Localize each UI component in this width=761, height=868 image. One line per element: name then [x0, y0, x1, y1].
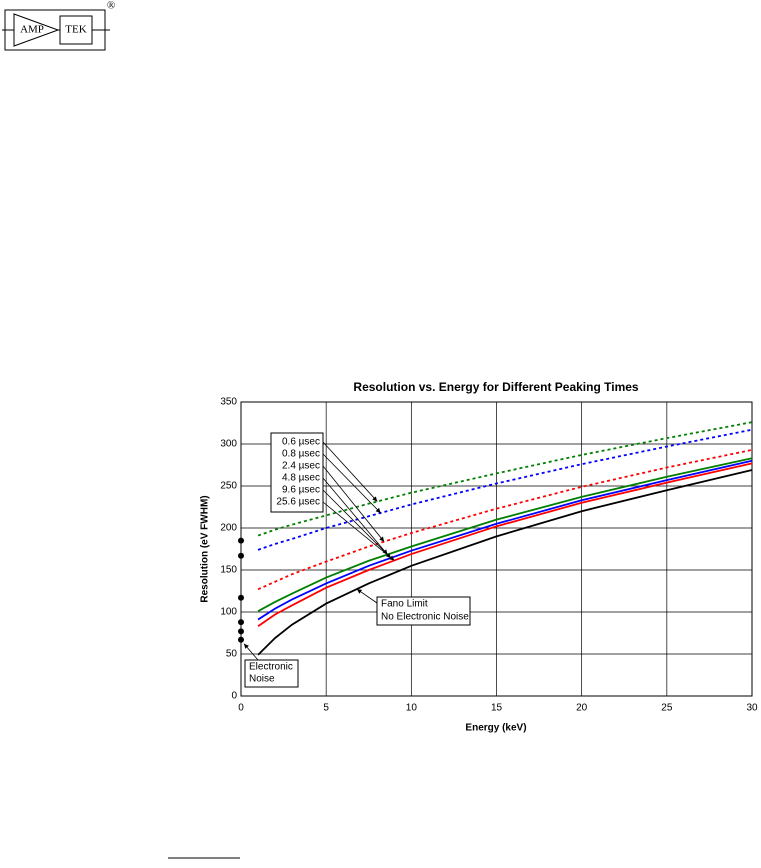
- y-tick-label: 200: [220, 523, 237, 534]
- fano-note: No Electronic Noise: [381, 612, 469, 623]
- logo-mark: ®: [107, 0, 115, 12]
- series-line: [257, 428, 753, 551]
- logo-frame: [4, 9, 106, 51]
- noise-point: [238, 537, 244, 544]
- legend-label: 0.8 µsec: [282, 449, 320, 460]
- legend-arrow: [322, 441, 378, 502]
- legend-label: 4.8 µsec: [282, 473, 320, 484]
- y-tick-label: 250: [220, 481, 237, 492]
- legend-label: 9.6 µsec: [282, 485, 320, 496]
- noise-point: [238, 552, 244, 559]
- logo-left: AMP: [20, 24, 44, 36]
- legend-arrow: [322, 501, 395, 561]
- noise-label: Noise: [249, 674, 275, 685]
- noise-box: [244, 659, 299, 688]
- x-tick-label: 15: [491, 703, 503, 714]
- x-tick-label: 5: [323, 703, 329, 714]
- x-tick-label: 0: [238, 703, 244, 714]
- y-tick-label: 50: [226, 649, 238, 660]
- y-tick-label: 350: [220, 397, 237, 408]
- y-tick-label: 300: [220, 439, 237, 450]
- fano-label: Fano Limit: [381, 599, 428, 610]
- logo: AMP TEK ®: [2, 0, 115, 51]
- noise-arrow: [243, 643, 259, 661]
- legend-label: 2.4 µsec: [282, 461, 320, 472]
- logo-box: [59, 15, 93, 45]
- x-tick-label: 10: [406, 703, 418, 714]
- series-line: [257, 469, 753, 656]
- y-tick-label: 0: [231, 691, 237, 702]
- noise-point: [238, 594, 244, 601]
- noise-point: [238, 628, 244, 635]
- fano-arrow: [356, 588, 378, 604]
- noise-point: [238, 636, 244, 643]
- legend-box: [270, 432, 324, 513]
- y-tick-label: 100: [220, 607, 237, 618]
- noise-label: Electronic: [249, 662, 293, 673]
- legend-arrow: [322, 477, 388, 555]
- x-axis-label: Energy (keV): [465, 723, 526, 734]
- logo-right: TEK: [65, 24, 86, 36]
- y-tick-label: 150: [220, 565, 237, 576]
- fano-box: [376, 596, 471, 626]
- y-axis-label: Resolution (eV FWHM): [200, 495, 211, 602]
- x-tick-label: 25: [661, 703, 673, 714]
- series-line: [257, 421, 753, 537]
- x-tick-label: 20: [576, 703, 588, 714]
- legend-label: 0.6 µsec: [282, 437, 320, 448]
- noise-point: [238, 619, 244, 626]
- chart-title: Resolution vs. Energy for Different Peak…: [353, 380, 639, 394]
- logo-triangle: [13, 13, 60, 47]
- legend-arrow: [322, 465, 385, 542]
- series-line: [257, 462, 753, 628]
- legend-arrow: [322, 453, 381, 514]
- x-tick-label: 30: [746, 703, 758, 714]
- legend-label: 25.6 µsec: [276, 497, 320, 508]
- legend-arrow: [322, 489, 392, 559]
